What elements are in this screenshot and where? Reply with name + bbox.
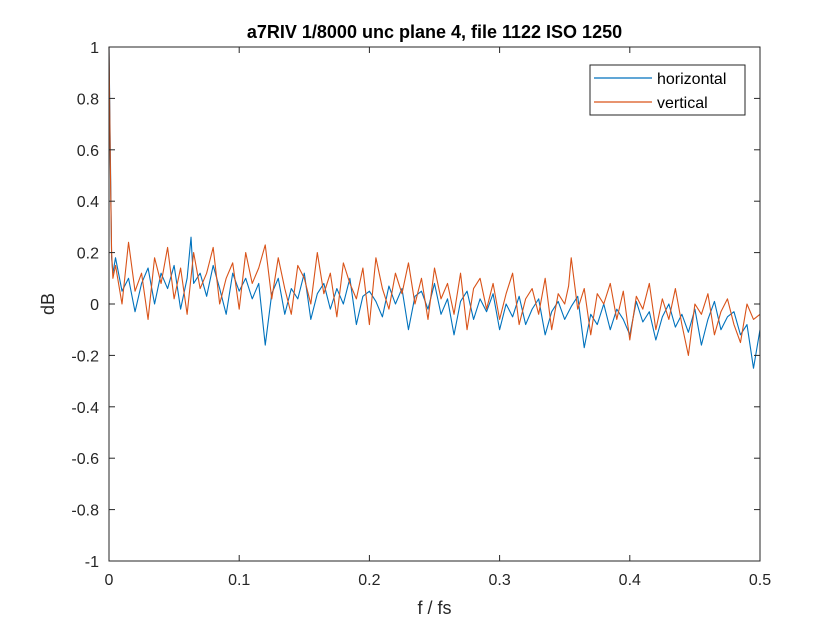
x-tick-label-0-5: 0.5 — [749, 572, 771, 589]
x-axis-label: f / fs — [417, 598, 451, 618]
x-axis: 0 0.1 0.2 0.3 0.4 0.5 — [105, 47, 771, 589]
legend-box — [589, 64, 746, 116]
y-tick-label-0-2: -0.2 — [71, 348, 99, 365]
legend: horizontal vertical — [589, 64, 746, 116]
y-tick-label-1: 1 — [90, 40, 99, 57]
series-layer — [108, 46, 761, 369]
y-axis-label: dB — [38, 293, 58, 315]
y-tick-label-0-6: -0.6 — [71, 451, 99, 468]
y-tick-label-0: 0 — [90, 297, 99, 314]
y-tick-label-0-8: 0.8 — [77, 91, 99, 108]
y-tick-label-0-2: 0.2 — [77, 246, 99, 263]
x-tick-label-0: 0 — [105, 572, 114, 589]
legend-label-horizontal: horizontal — [657, 71, 726, 88]
y-tick-label-0-8: -0.8 — [71, 503, 99, 520]
plot-area — [109, 47, 760, 561]
y-axis: 1 0.8 0.6 0.4 0.2 0 -0.2 -0.4 -0.6 -0.8 -1 — [71, 40, 760, 571]
series-line-vertical — [108, 46, 761, 356]
y-tick-label-0-6: 0.6 — [77, 143, 99, 160]
y-tick-label-0-4: 0.4 — [77, 194, 99, 211]
chart-title: a7RIV 1/8000 unc plane 4, file 1122 ISO … — [247, 22, 622, 42]
x-tick-label-0-3: 0.3 — [488, 572, 510, 589]
x-tick-label-0-4: 0.4 — [619, 572, 641, 589]
x-tick-label-0-1: 0.1 — [228, 572, 250, 589]
series-line-horizontal — [108, 46, 761, 369]
x-tick-label-0-2: 0.2 — [358, 572, 380, 589]
y-tick-label-1: -1 — [85, 554, 99, 571]
y-tick-label-0-4: -0.4 — [71, 400, 99, 417]
legend-label-vertical: vertical — [657, 95, 708, 112]
